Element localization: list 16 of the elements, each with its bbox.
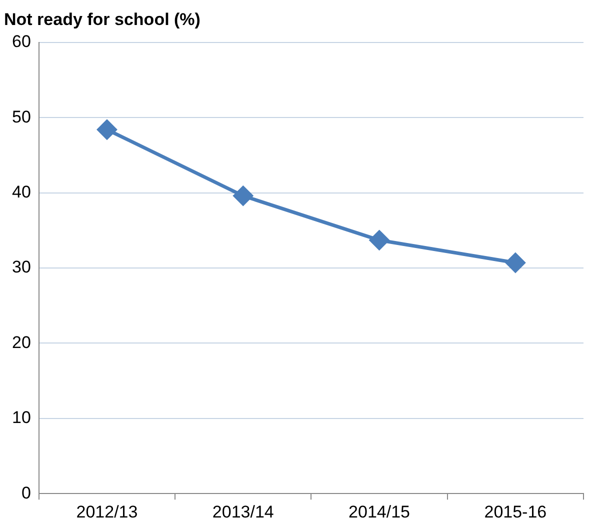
x-tick-label: 2015-16 (484, 502, 547, 522)
point (506, 252, 526, 272)
y-tick-label: 0 (21, 483, 31, 502)
point (97, 120, 117, 140)
x-tick-label: 2012/13 (76, 502, 138, 522)
y-tick-label: 30 (12, 258, 31, 277)
point (370, 230, 390, 250)
y-tick-label: 50 (12, 107, 31, 126)
y-tick-label: 10 (12, 408, 31, 428)
point (233, 186, 253, 206)
y-tick-label: 20 (12, 332, 31, 352)
y-axis-title: Not ready for school (%) (4, 10, 200, 29)
y-tick-label: 60 (12, 32, 31, 52)
x-tick-label: 2014/15 (348, 502, 410, 522)
x-tick-label: 2013/14 (212, 502, 274, 522)
y-tick-label: 40 (12, 182, 31, 202)
